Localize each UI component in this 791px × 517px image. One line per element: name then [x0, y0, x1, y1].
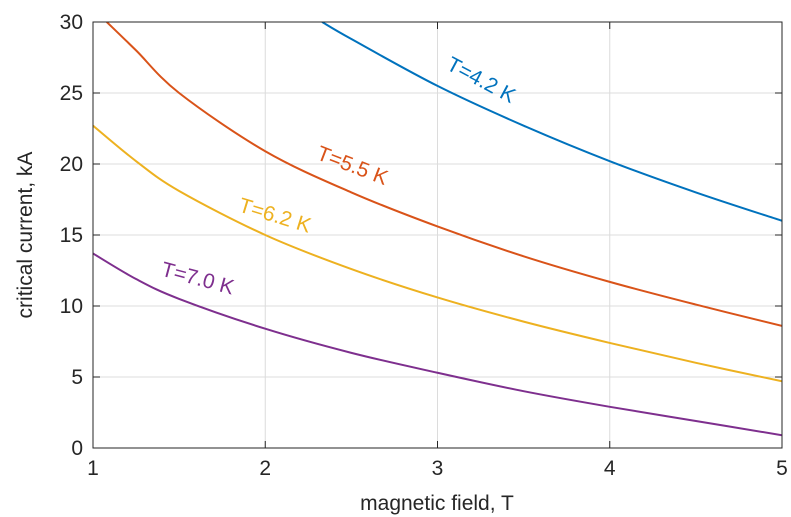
x-tick-label: 3	[432, 457, 444, 480]
x-tick-label: 4	[604, 457, 616, 480]
x-tick-label: 1	[87, 457, 99, 480]
y-axis-label: critical current, kA	[14, 152, 37, 319]
y-tick-label: 30	[60, 11, 83, 34]
axes	[92, 21, 783, 449]
y-tick-label: 20	[60, 153, 83, 176]
y-tick-label: 15	[60, 224, 83, 247]
x-tick-label: 2	[259, 457, 271, 480]
y-tick-label: 25	[60, 82, 83, 105]
y-tick-label: 0	[71, 437, 83, 460]
y-tick-label: 10	[60, 295, 83, 318]
x-tick-label: 5	[776, 457, 788, 480]
tick-labels: 1 2 3 4 5 0 5 10 15 20 25 30	[60, 11, 788, 480]
grid	[92, 21, 783, 449]
y-tick-label: 5	[71, 366, 83, 389]
series-line-4	[93, 252, 782, 437]
series-line-1	[321, 22, 782, 222]
series-line-3	[93, 124, 782, 383]
curves	[93, 22, 782, 437]
series-line-2	[106, 22, 782, 327]
x-axis-label: magnetic field, T	[360, 492, 514, 515]
